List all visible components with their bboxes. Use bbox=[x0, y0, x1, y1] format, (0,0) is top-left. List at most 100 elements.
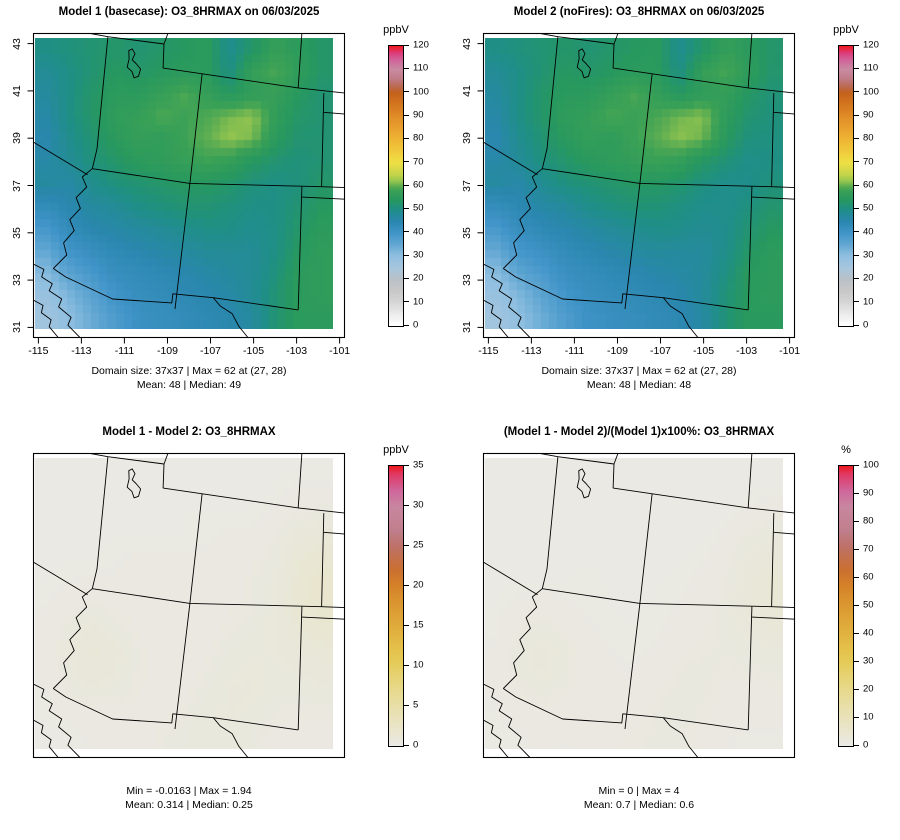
colorbar-tick-label: 50 bbox=[413, 202, 424, 214]
map-plot-box bbox=[32, 452, 346, 759]
colorbar-unit-label: ppbV bbox=[383, 24, 409, 36]
state-boundary-line bbox=[33, 561, 88, 596]
colorbar-tick-label: 70 bbox=[413, 156, 424, 168]
state-boundary-line bbox=[33, 683, 81, 758]
map-plot-box bbox=[477, 32, 796, 344]
y-axis-tick-label: 35 bbox=[461, 226, 473, 239]
colorbar-tick-mark bbox=[854, 137, 859, 139]
map-plot-box bbox=[27, 32, 346, 344]
colorbar-tick-mark bbox=[404, 544, 409, 546]
state-boundary-line bbox=[301, 616, 345, 620]
state-boundary-line bbox=[613, 67, 795, 94]
colorbar-tick-mark bbox=[854, 207, 859, 209]
colorbar-gradient bbox=[838, 45, 854, 327]
colorbar-tick-mark bbox=[854, 632, 859, 634]
state-boundary-line bbox=[541, 36, 559, 169]
colorbar-tick-label: 40 bbox=[413, 226, 424, 238]
colorbar-tick-label: 40 bbox=[863, 226, 874, 238]
state-boundary-line bbox=[91, 456, 109, 589]
state-boundary-line bbox=[213, 297, 299, 311]
x-axis-tick-label: -113 bbox=[71, 345, 92, 357]
colorbar-tick-label: 20 bbox=[413, 272, 424, 284]
colorbar-tick-mark bbox=[404, 44, 409, 46]
great-salt-lake-outline bbox=[576, 468, 592, 499]
x-axis-tick-label: -115 bbox=[478, 345, 499, 357]
colorbar-tick-label: 5 bbox=[413, 699, 419, 711]
colorbar-tick-label: 120 bbox=[863, 39, 879, 51]
colorbar-tick-label: 15 bbox=[413, 619, 424, 631]
state-boundary-line bbox=[52, 168, 93, 269]
state-boundary-line bbox=[53, 688, 214, 724]
colorbar-unit-label: ppbV bbox=[833, 24, 859, 36]
colorbar-tick-label: 35 bbox=[413, 459, 424, 471]
state-boundary-line bbox=[624, 493, 653, 730]
stats-line-2: Mean: 0.314 | Median: 0.25 bbox=[125, 799, 253, 811]
state-boundary-line bbox=[662, 717, 699, 758]
colorbar-tick-label: 50 bbox=[863, 202, 874, 214]
colorbar-tick-mark bbox=[404, 664, 409, 666]
colorbar-tick-label: 10 bbox=[863, 296, 874, 308]
state-boundary-line bbox=[212, 297, 249, 338]
state-boundary-line bbox=[213, 717, 299, 731]
state-boundary-line bbox=[483, 561, 538, 596]
state-boundary-line bbox=[321, 93, 325, 187]
panel-stats: Domain size: 37x37 | Max = 62 at (27, 28… bbox=[463, 364, 815, 392]
state-boundary-line bbox=[537, 33, 615, 45]
colorbar-tick-label: 70 bbox=[863, 543, 874, 555]
colorbar-tick-label: 25 bbox=[413, 539, 424, 551]
state-boundary-line bbox=[162, 43, 165, 69]
panel-difference: Model 1 - Model 2: O3_8HRMAX ppbV Min = … bbox=[0, 420, 450, 840]
x-axis-tick-label: -113 bbox=[521, 345, 542, 357]
colorbar-tick-mark bbox=[404, 504, 409, 506]
state-boundary-line bbox=[212, 717, 249, 758]
x-axis-tick-label: -109 bbox=[606, 345, 628, 357]
y-axis-tick-label: 43 bbox=[11, 37, 23, 50]
colorbar-tick-mark bbox=[854, 44, 859, 46]
state-boundary-line bbox=[174, 493, 203, 730]
colorbar-tick-label: 120 bbox=[413, 39, 429, 51]
state-boundary-line bbox=[163, 67, 345, 94]
panel-percent-difference: (Model 1 - Model 2)/(Model 1)x100%: O3_8… bbox=[450, 420, 900, 840]
stats-line-1: Min = -0.0163 | Max = 1.94 bbox=[126, 785, 252, 797]
raster-heatmap bbox=[485, 458, 783, 749]
colorbar-tick-label: 100 bbox=[863, 459, 879, 471]
state-boundary-line bbox=[87, 453, 165, 465]
raster-heatmap bbox=[35, 38, 333, 329]
state-boundary-line bbox=[663, 717, 749, 731]
colorbar-tick-label: 0 bbox=[413, 739, 419, 751]
colorbar-tick-label: 30 bbox=[413, 499, 424, 511]
raster-heatmap bbox=[35, 458, 333, 749]
state-boundary-line bbox=[483, 141, 538, 176]
panel-model2-nofires: Model 2 (noFires): O3_8HRMAX on 06/03/20… bbox=[450, 0, 900, 420]
state-boundary-line bbox=[163, 33, 169, 45]
x-axis-tick-label: -105 bbox=[693, 345, 715, 357]
plot-box-border bbox=[32, 452, 346, 759]
colorbar-tick-mark bbox=[854, 576, 859, 578]
colorbar-gradient bbox=[838, 465, 854, 747]
y-axis-tick-label: 43 bbox=[461, 37, 473, 50]
state-boundary-line bbox=[612, 463, 615, 489]
state-boundary-line bbox=[662, 297, 699, 338]
colorbar-tick-label: 90 bbox=[413, 109, 424, 121]
state-boundary-line bbox=[663, 297, 749, 311]
state-boundary-line bbox=[502, 168, 543, 269]
state-boundary-line bbox=[747, 453, 753, 508]
state-boundary-line bbox=[297, 453, 303, 508]
state-boundary-line bbox=[747, 186, 753, 310]
colorbar-tick-label: 80 bbox=[863, 515, 874, 527]
y-axis-tick-label: 39 bbox=[461, 132, 473, 145]
colorbar-tick-mark bbox=[854, 91, 859, 93]
state-boundary-line bbox=[503, 268, 664, 304]
colorbar-tick-label: 0 bbox=[863, 319, 869, 331]
state-boundary-line bbox=[771, 513, 775, 607]
raster-heatmap bbox=[485, 38, 783, 329]
plot-box-border bbox=[482, 452, 796, 759]
y-axis-tick-label: 41 bbox=[11, 85, 23, 97]
colorbar-tick-mark bbox=[404, 277, 409, 279]
state-boundary-line bbox=[483, 683, 531, 758]
colorbar-tick-label: 20 bbox=[863, 272, 874, 284]
colorbar-tick-mark bbox=[404, 114, 409, 116]
colorbar-tick-mark bbox=[404, 184, 409, 186]
state-boundary-line bbox=[87, 33, 165, 45]
panel-stats: Min = -0.0163 | Max = 1.94 Mean: 0.314 |… bbox=[13, 784, 365, 812]
